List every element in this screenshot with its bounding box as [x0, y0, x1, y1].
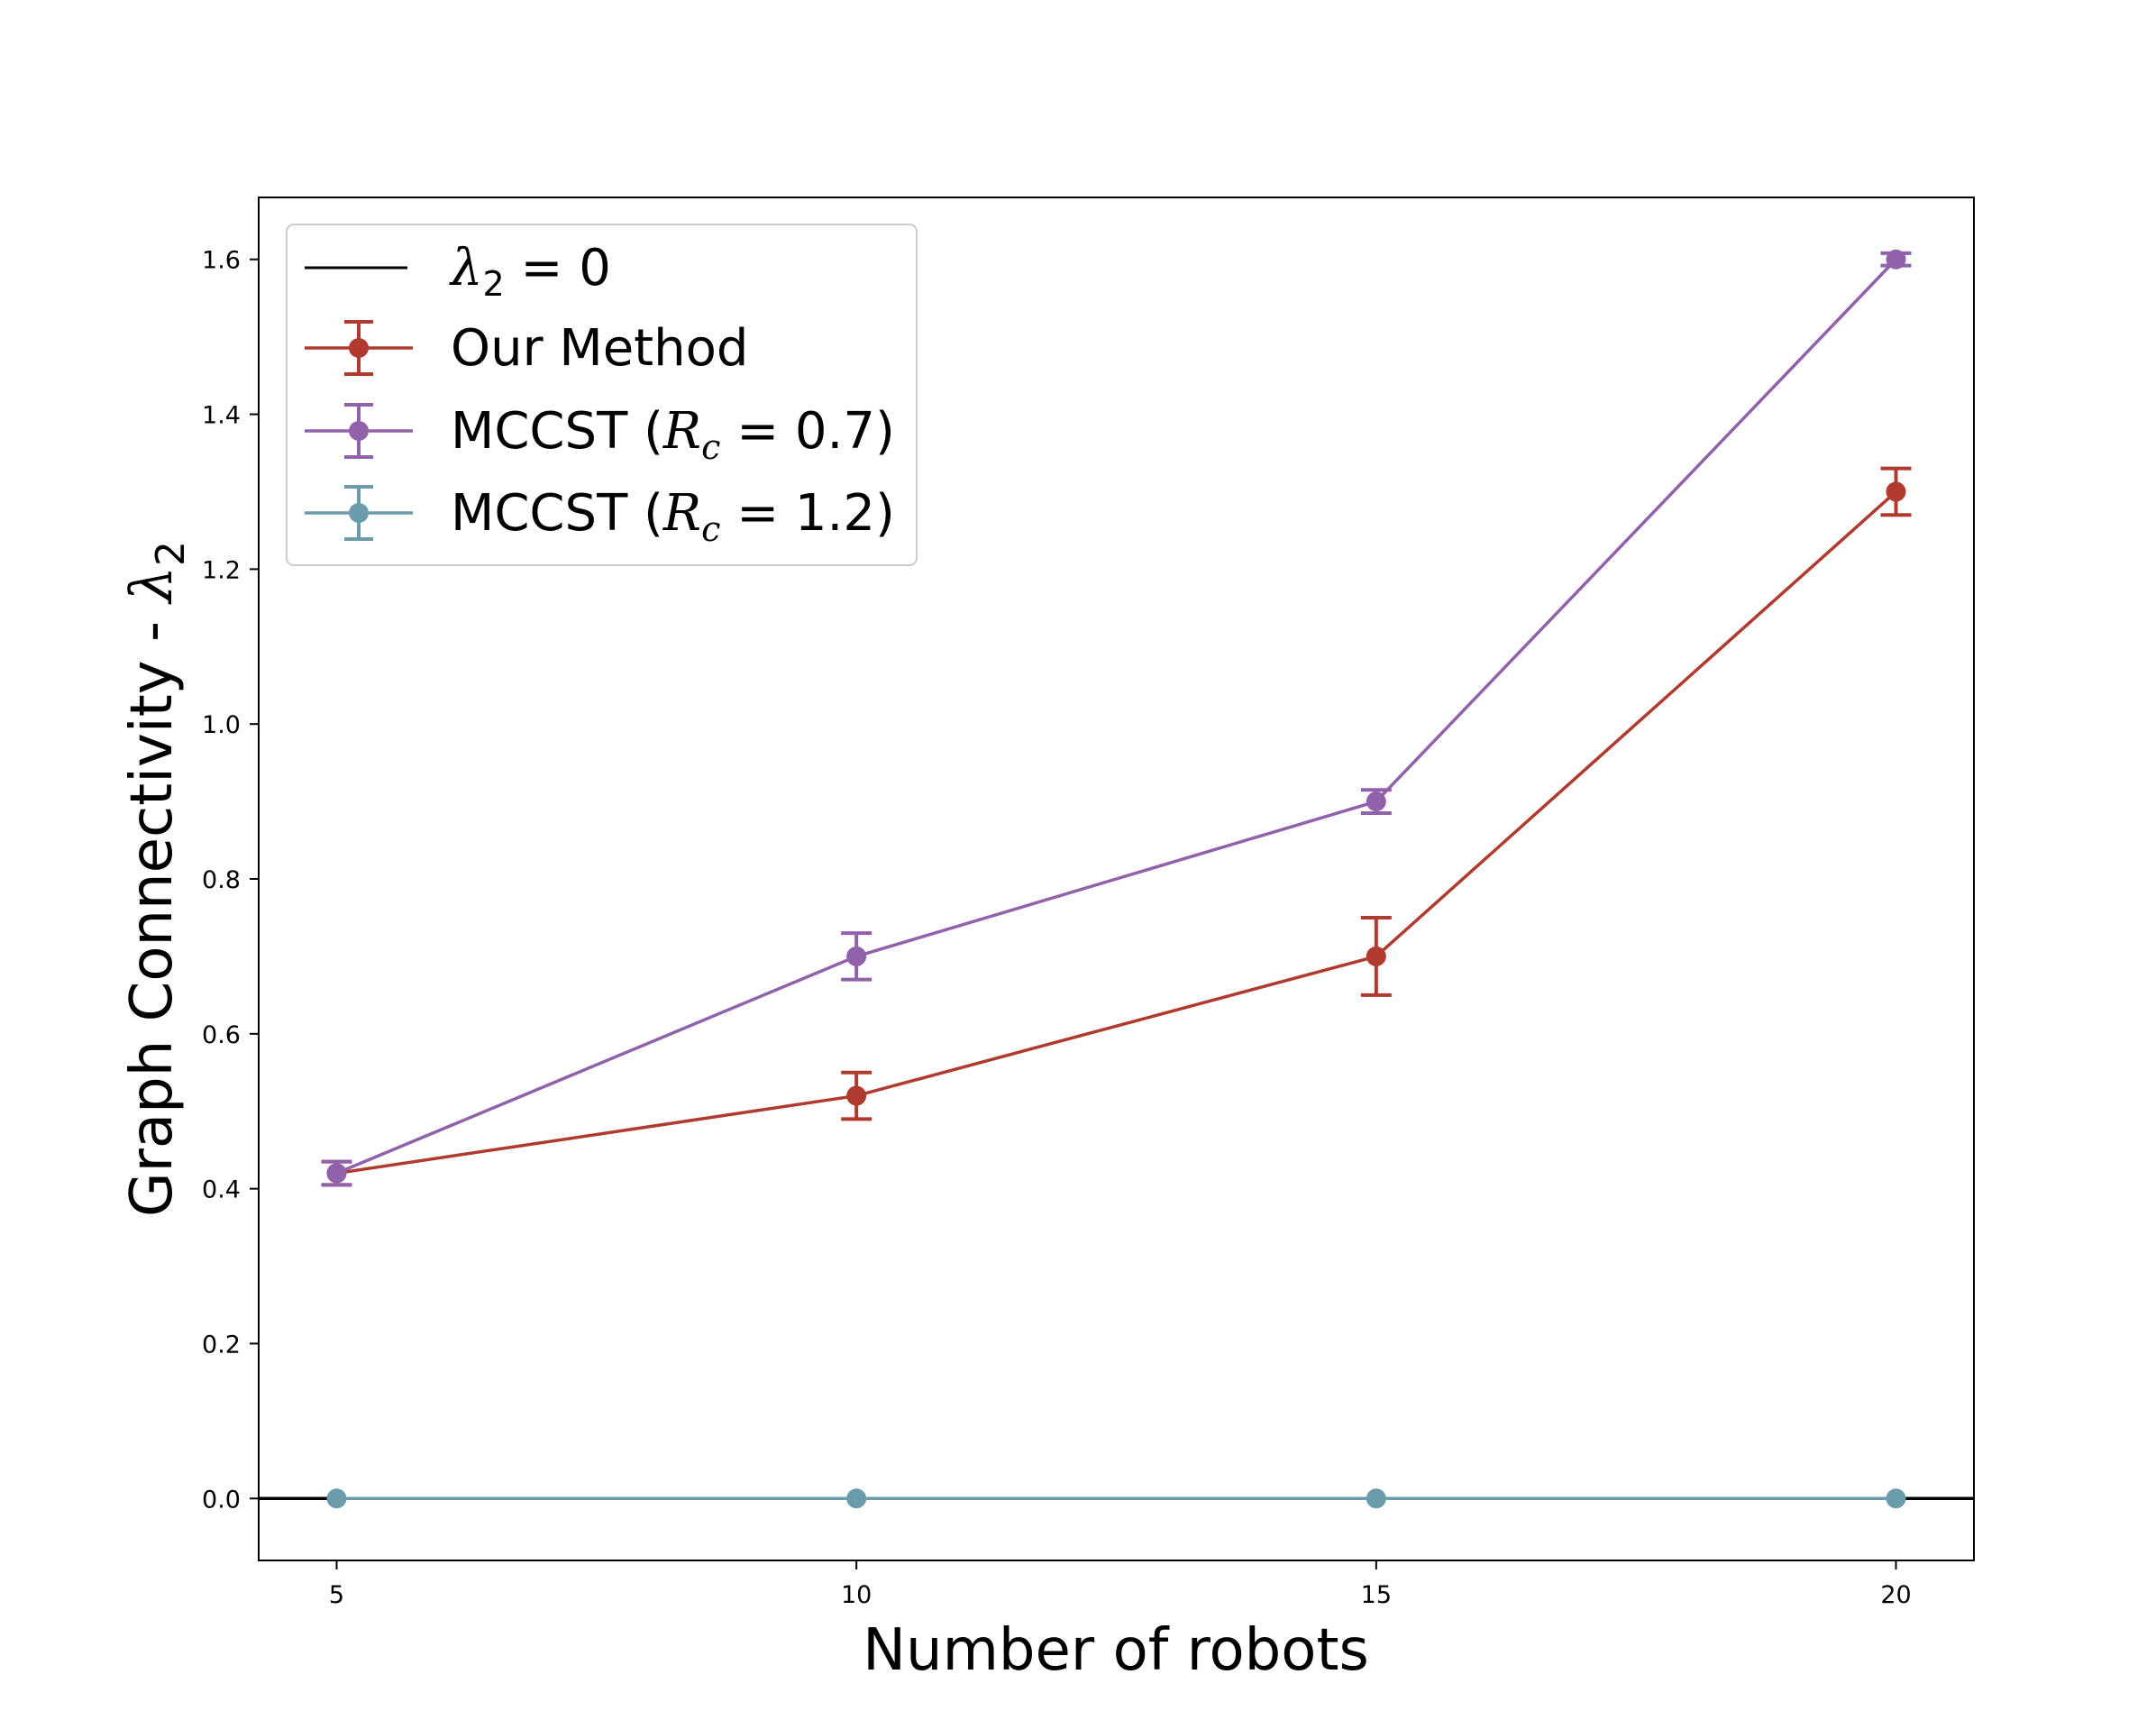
legend-mccst-0-7-rest: = 0.7) — [720, 402, 894, 461]
data-point — [1366, 791, 1386, 812]
legend-mccst-0-7-prefix: MCCST ( — [451, 402, 663, 461]
data-point — [846, 946, 867, 966]
legend-reference-symbol: λ — [449, 239, 483, 297]
data-point — [1366, 946, 1386, 966]
legend-mccst-1-2-prefix: MCCST ( — [451, 484, 663, 543]
x-tick-label: 20 — [1880, 1581, 1911, 1609]
x-axis-label: Number of robots — [863, 1617, 1369, 1684]
legend-entry-our-method: Our Method — [451, 319, 748, 378]
data-point — [1366, 1488, 1386, 1509]
y-tick-label: 0.4 — [202, 1176, 241, 1204]
y-ticks: 0.0 0.2 0.4 0.6 0.8 1.0 1.2 1.4 1.6 — [202, 247, 259, 1514]
data-point — [1886, 481, 1906, 502]
y-axis-label-subscript: 2 — [148, 541, 194, 566]
y-tick-label: 0.0 — [202, 1486, 241, 1514]
legend-handle-mccst-1-2 — [305, 485, 413, 541]
data-point — [1886, 1488, 1906, 1509]
legend-reference-rest: = 0 — [505, 239, 611, 297]
data-point — [846, 1085, 867, 1106]
x-ticks: 5 10 15 20 — [329, 1560, 1912, 1609]
data-point — [846, 1488, 867, 1509]
legend-entry-mccst-0-7: MCCST (Rc = 0.7) — [451, 402, 895, 467]
y-axis-label-text: Graph Connectivity - — [119, 603, 186, 1217]
legend: λ2 = 0 Our Method MCCST (Rc = 0.7) MCCST… — [286, 224, 918, 566]
legend-mccst-1-2-symbol: R — [662, 484, 701, 543]
series-line — [336, 490, 1897, 1176]
legend-mccst-0-7-symbol: R — [662, 402, 701, 461]
y-tick-label: 0.6 — [202, 1021, 241, 1049]
y-tick-label: 1.2 — [202, 556, 241, 584]
data-point — [326, 1163, 347, 1184]
series-line — [335, 258, 1897, 1176]
legend-reference-subscript: 2 — [483, 264, 505, 304]
legend-mccst-1-2-rest: = 1.2) — [720, 484, 894, 543]
data-point — [1886, 249, 1906, 270]
data-point — [326, 1488, 347, 1509]
y-axis-label-symbol: λ — [119, 566, 186, 606]
y-tick-label: 1.4 — [202, 402, 241, 430]
legend-entry-mccst-1-2: MCCST (Rc = 1.2) — [451, 484, 895, 549]
y-tick-label: 0.2 — [202, 1331, 241, 1359]
legend-box — [286, 224, 918, 566]
x-tick-label: 5 — [329, 1581, 344, 1609]
y-tick-label: 1.0 — [202, 711, 241, 739]
y-axis-label: Graph Connectivity - λ2 — [119, 541, 194, 1217]
legend-entry-reference-line: λ2 = 0 — [449, 239, 611, 304]
y-tick-label: 0.8 — [202, 866, 241, 894]
legend-marker — [349, 421, 369, 441]
x-tick-label: 10 — [841, 1581, 872, 1609]
legend-mccst-0-7-subscript: c — [701, 427, 720, 467]
legend-marker — [349, 338, 369, 358]
legend-marker — [349, 503, 369, 523]
legend-handle-mccst-0-7 — [305, 403, 413, 459]
legend-mccst-1-2-subscript: c — [701, 509, 720, 549]
plot-marks — [259, 249, 1974, 1509]
y-tick-label: 1.6 — [202, 247, 241, 275]
legend-handle-our-method — [305, 320, 413, 376]
x-tick-label: 15 — [1361, 1581, 1392, 1609]
